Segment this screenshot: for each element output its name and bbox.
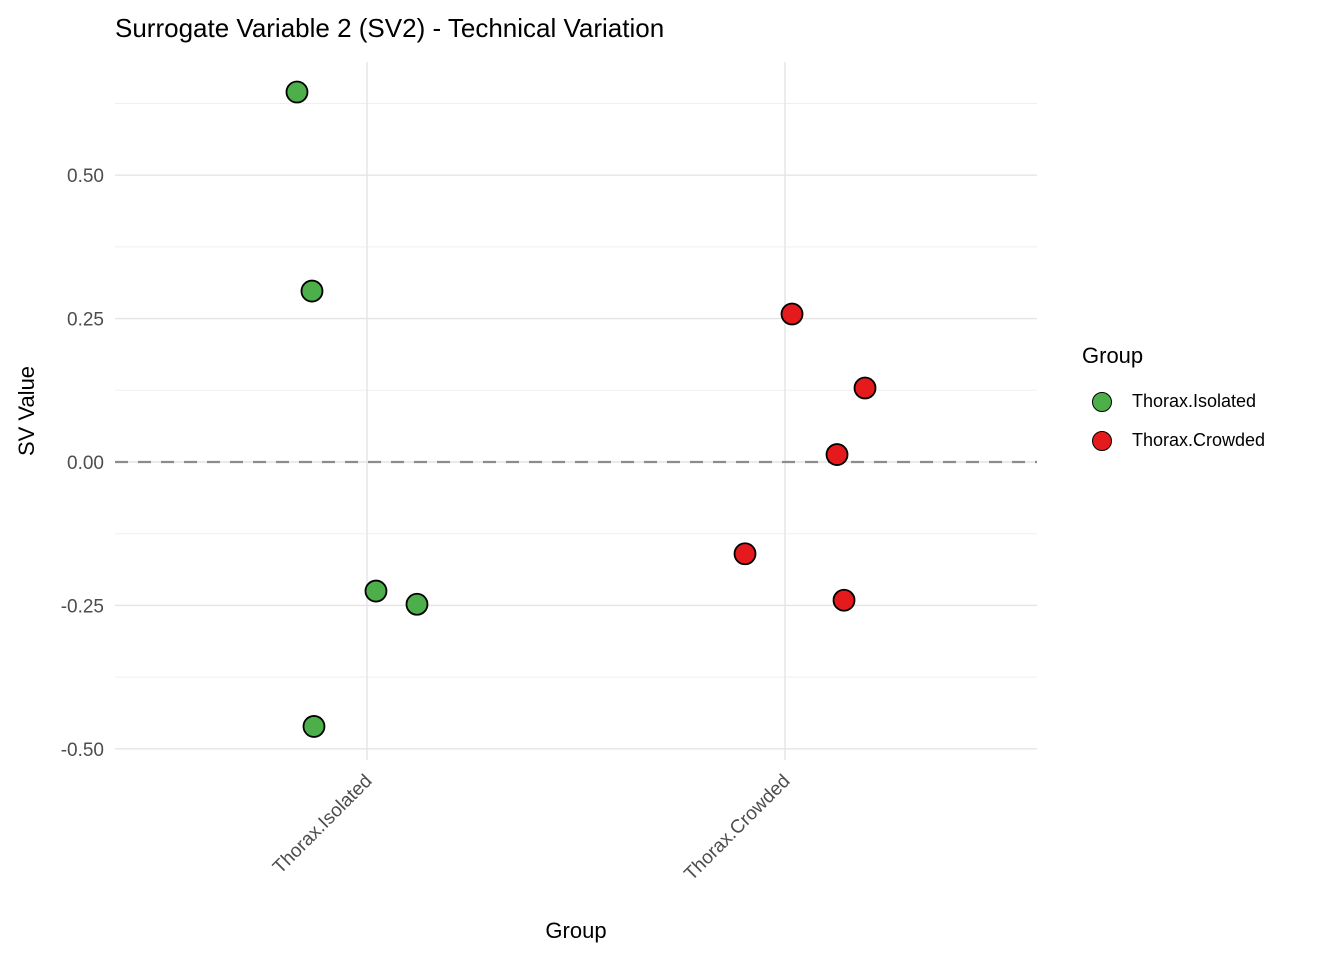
data-point <box>405 592 429 616</box>
legend-label: Thorax.Crowded <box>1132 430 1266 450</box>
legend-item: Thorax.Crowded <box>1092 430 1265 451</box>
x-axis-title: Group <box>545 918 607 943</box>
legend-key-circle-icon <box>1092 430 1112 451</box>
legend: Group Thorax.Isolated Thorax.Crowded <box>1082 343 1265 469</box>
chart-title: Surrogate Variable 2 (SV2) - Technical V… <box>115 13 665 43</box>
data-point <box>825 443 849 466</box>
y-tick-label: 0.00 <box>67 453 104 474</box>
y-axis-title: SV Value <box>14 365 39 457</box>
data-point <box>285 80 309 104</box>
data-point <box>832 588 856 612</box>
legend-items: Thorax.Isolated Thorax.Crowded <box>1082 391 1265 451</box>
legend-title: Group <box>1082 343 1144 368</box>
y-tick-label: -0.25 <box>61 596 104 617</box>
data-point <box>302 715 326 738</box>
y-tick-label: 0.25 <box>67 310 104 331</box>
data-point <box>853 376 877 400</box>
legend-label: Thorax.Isolated <box>1132 391 1257 411</box>
y-tick-label: -0.50 <box>61 740 104 761</box>
data-point <box>780 302 804 326</box>
y-tick-label: 0.50 <box>67 166 104 187</box>
x-tick-label: Thorax.Crowded <box>680 771 794 885</box>
x-tick-label: Thorax.Isolated <box>269 771 376 878</box>
legend-key-circle-icon <box>1092 391 1112 412</box>
data-point <box>364 579 388 603</box>
legend-item: Thorax.Isolated <box>1092 391 1265 412</box>
data-point <box>733 542 757 566</box>
data-point <box>300 279 324 303</box>
